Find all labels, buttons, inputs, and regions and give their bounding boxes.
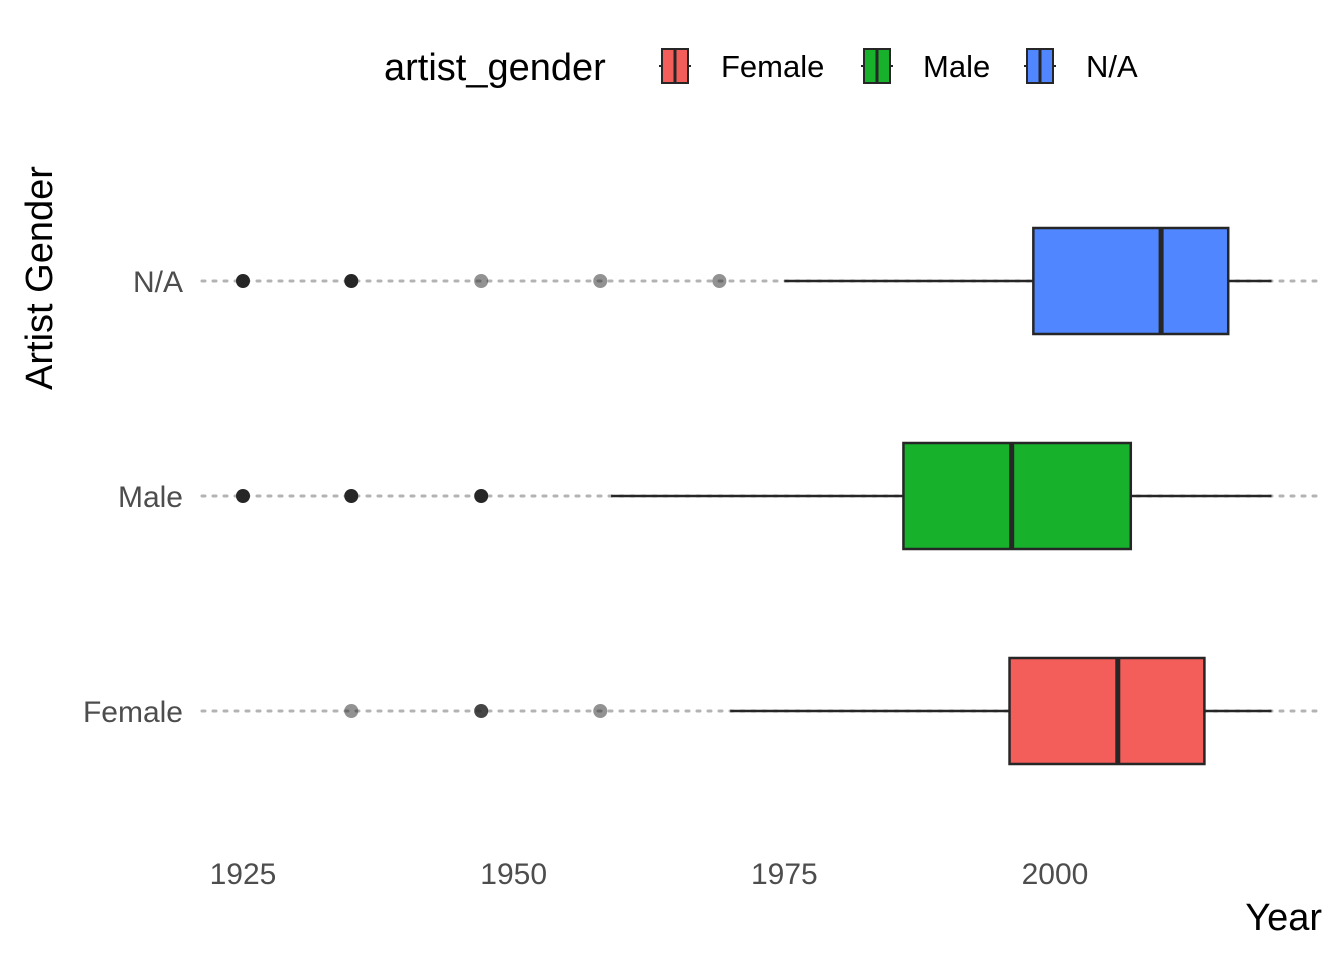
box-iqr-male (902, 441, 1133, 551)
box-iqr-female (1008, 656, 1206, 766)
legend-entry-n-a: N/A (1024, 48, 1138, 84)
box-n-a (236, 226, 1272, 336)
boxes (236, 226, 1272, 766)
legend-entries: Female Male N/A (659, 48, 1138, 84)
box-iqr-n-a (1032, 226, 1230, 336)
outlier-n-a-3 (474, 274, 489, 288)
legend-label-female: Female (721, 49, 824, 84)
legend-label-n-a: N/A (1086, 49, 1138, 84)
legend-title: artist_gender (384, 47, 606, 89)
outlier-n-a-4 (593, 274, 608, 288)
y-tick-label-n-a: N/A (133, 266, 183, 299)
x-tick-label-2000: 2000 (1022, 858, 1089, 891)
outlier-female-3 (593, 704, 608, 718)
y-tick-label-male: Male (118, 481, 183, 514)
outlier-female-2 (474, 704, 489, 718)
x-tick-label-1975: 1975 (751, 858, 818, 891)
x-axis-title: Year (1245, 897, 1322, 939)
x-axis-tick-labels: 1925 1950 1975 2000 (210, 858, 1089, 891)
x-tick-label-1925: 1925 (210, 858, 277, 891)
legend-label-male: Male (923, 49, 990, 84)
outlier-n-a-2 (344, 274, 359, 288)
outlier-female-1 (344, 704, 359, 718)
outlier-male-3 (474, 489, 489, 503)
outlier-n-a-5 (712, 274, 727, 288)
y-tick-label-female: Female (83, 696, 183, 729)
outlier-n-a-1 (236, 274, 250, 288)
box-male (236, 441, 1272, 551)
y-axis-tick-labels: Female Male N/A (83, 266, 183, 729)
x-tick-label-1950: 1950 (480, 858, 547, 891)
y-axis-title: Artist Gender (19, 166, 61, 390)
legend-entry-male: Male (861, 48, 990, 84)
outlier-male-2 (344, 489, 359, 503)
box-female (344, 656, 1272, 766)
legend-entry-female: Female (659, 48, 824, 84)
outlier-male-1 (236, 489, 250, 503)
legend: artist_gender Female Male N/A (384, 47, 1138, 89)
